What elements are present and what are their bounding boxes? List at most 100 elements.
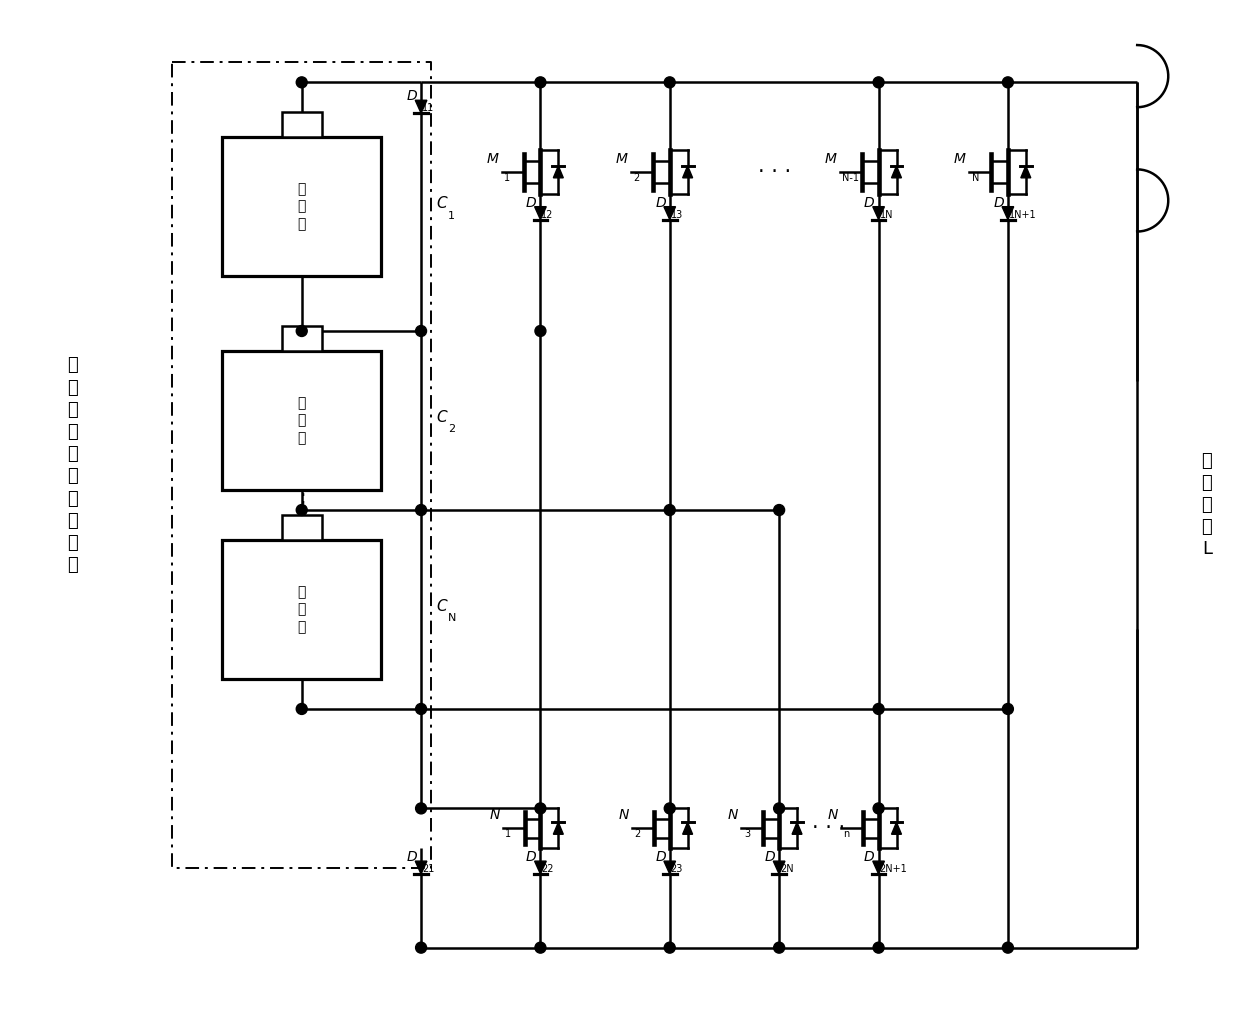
Text: 1: 1 [505, 829, 511, 839]
Text: D: D [864, 850, 874, 864]
Text: D: D [407, 90, 417, 103]
Circle shape [296, 505, 308, 515]
Circle shape [415, 703, 427, 715]
Polygon shape [683, 166, 693, 178]
Text: 电
池
包: 电 池 包 [298, 182, 306, 231]
Text: N: N [827, 809, 838, 822]
Text: D: D [526, 196, 537, 210]
Circle shape [665, 942, 676, 953]
FancyBboxPatch shape [222, 351, 381, 490]
Circle shape [534, 803, 546, 814]
Circle shape [1002, 942, 1013, 953]
Circle shape [665, 505, 676, 515]
Circle shape [873, 942, 884, 953]
Polygon shape [534, 861, 547, 874]
Circle shape [296, 325, 308, 337]
Circle shape [873, 803, 884, 814]
Circle shape [774, 942, 785, 953]
Polygon shape [553, 166, 563, 178]
Text: 11: 11 [422, 103, 434, 113]
Polygon shape [1002, 207, 1014, 219]
Text: M: M [486, 151, 498, 166]
Text: 1N: 1N [879, 210, 893, 219]
Text: 串
联
液
态
金
属
电
池
单
元: 串 联 液 态 金 属 电 池 单 元 [68, 356, 78, 574]
Circle shape [665, 77, 676, 88]
Circle shape [774, 803, 785, 814]
Text: C: C [436, 196, 446, 211]
FancyBboxPatch shape [281, 327, 321, 351]
Polygon shape [663, 861, 676, 874]
Text: 1N+1: 1N+1 [1009, 210, 1037, 219]
Text: 22: 22 [542, 864, 554, 874]
Text: D: D [655, 850, 666, 864]
Circle shape [873, 77, 884, 88]
Text: M: M [616, 151, 627, 166]
Text: 2: 2 [448, 424, 455, 435]
Text: D: D [655, 196, 666, 210]
Polygon shape [873, 861, 884, 874]
Circle shape [415, 325, 427, 337]
Text: M: M [954, 151, 966, 166]
Text: 21: 21 [422, 864, 434, 874]
Text: N: N [619, 809, 629, 822]
Polygon shape [663, 207, 676, 219]
Circle shape [774, 505, 785, 515]
Text: n: n [843, 829, 849, 839]
Text: N: N [448, 614, 456, 623]
Text: 3: 3 [744, 829, 750, 839]
Text: M: M [825, 151, 837, 166]
Text: D: D [993, 196, 1004, 210]
Polygon shape [892, 822, 901, 834]
Text: 2: 2 [635, 829, 641, 839]
FancyBboxPatch shape [222, 540, 381, 679]
Text: N: N [728, 809, 738, 822]
Polygon shape [553, 822, 563, 834]
Text: ⋮: ⋮ [290, 492, 312, 513]
Circle shape [415, 803, 427, 814]
Text: 2: 2 [634, 173, 640, 183]
Polygon shape [534, 207, 547, 219]
Circle shape [873, 703, 884, 715]
Circle shape [415, 505, 427, 515]
FancyBboxPatch shape [281, 112, 321, 137]
FancyBboxPatch shape [222, 137, 381, 276]
Text: D: D [526, 850, 537, 864]
Text: 电
池
包: 电 池 包 [298, 585, 306, 633]
Text: N-1: N-1 [842, 173, 859, 183]
Text: · · ·: · · · [758, 162, 791, 182]
Text: D: D [864, 196, 874, 210]
Text: D: D [407, 850, 417, 864]
Polygon shape [415, 861, 427, 874]
Text: 电
池
包: 电 池 包 [298, 397, 306, 445]
Circle shape [534, 77, 546, 88]
Text: 13: 13 [671, 210, 683, 219]
Circle shape [296, 703, 308, 715]
Text: 1: 1 [448, 211, 455, 220]
Polygon shape [683, 822, 693, 834]
Circle shape [534, 325, 546, 337]
Text: 2N+1: 2N+1 [879, 864, 908, 874]
Text: · · ·: · · · [812, 818, 846, 838]
Text: C: C [436, 599, 446, 614]
Text: 12: 12 [542, 210, 554, 219]
Text: N: N [972, 173, 978, 183]
Circle shape [534, 942, 546, 953]
Circle shape [665, 803, 676, 814]
Polygon shape [1021, 166, 1030, 178]
Circle shape [1002, 77, 1013, 88]
Circle shape [296, 77, 308, 88]
Polygon shape [774, 861, 785, 874]
Circle shape [1002, 703, 1013, 715]
FancyBboxPatch shape [281, 515, 321, 540]
Text: 1: 1 [505, 173, 510, 183]
Text: 均
衡
电
感
L: 均 衡 电 感 L [1202, 451, 1213, 558]
Text: C: C [436, 410, 446, 425]
Text: 2N: 2N [780, 864, 794, 874]
Text: 23: 23 [671, 864, 683, 874]
Polygon shape [792, 822, 802, 834]
Text: D: D [765, 850, 775, 864]
Polygon shape [415, 100, 427, 113]
Circle shape [415, 942, 427, 953]
Polygon shape [892, 166, 901, 178]
Polygon shape [873, 207, 884, 219]
